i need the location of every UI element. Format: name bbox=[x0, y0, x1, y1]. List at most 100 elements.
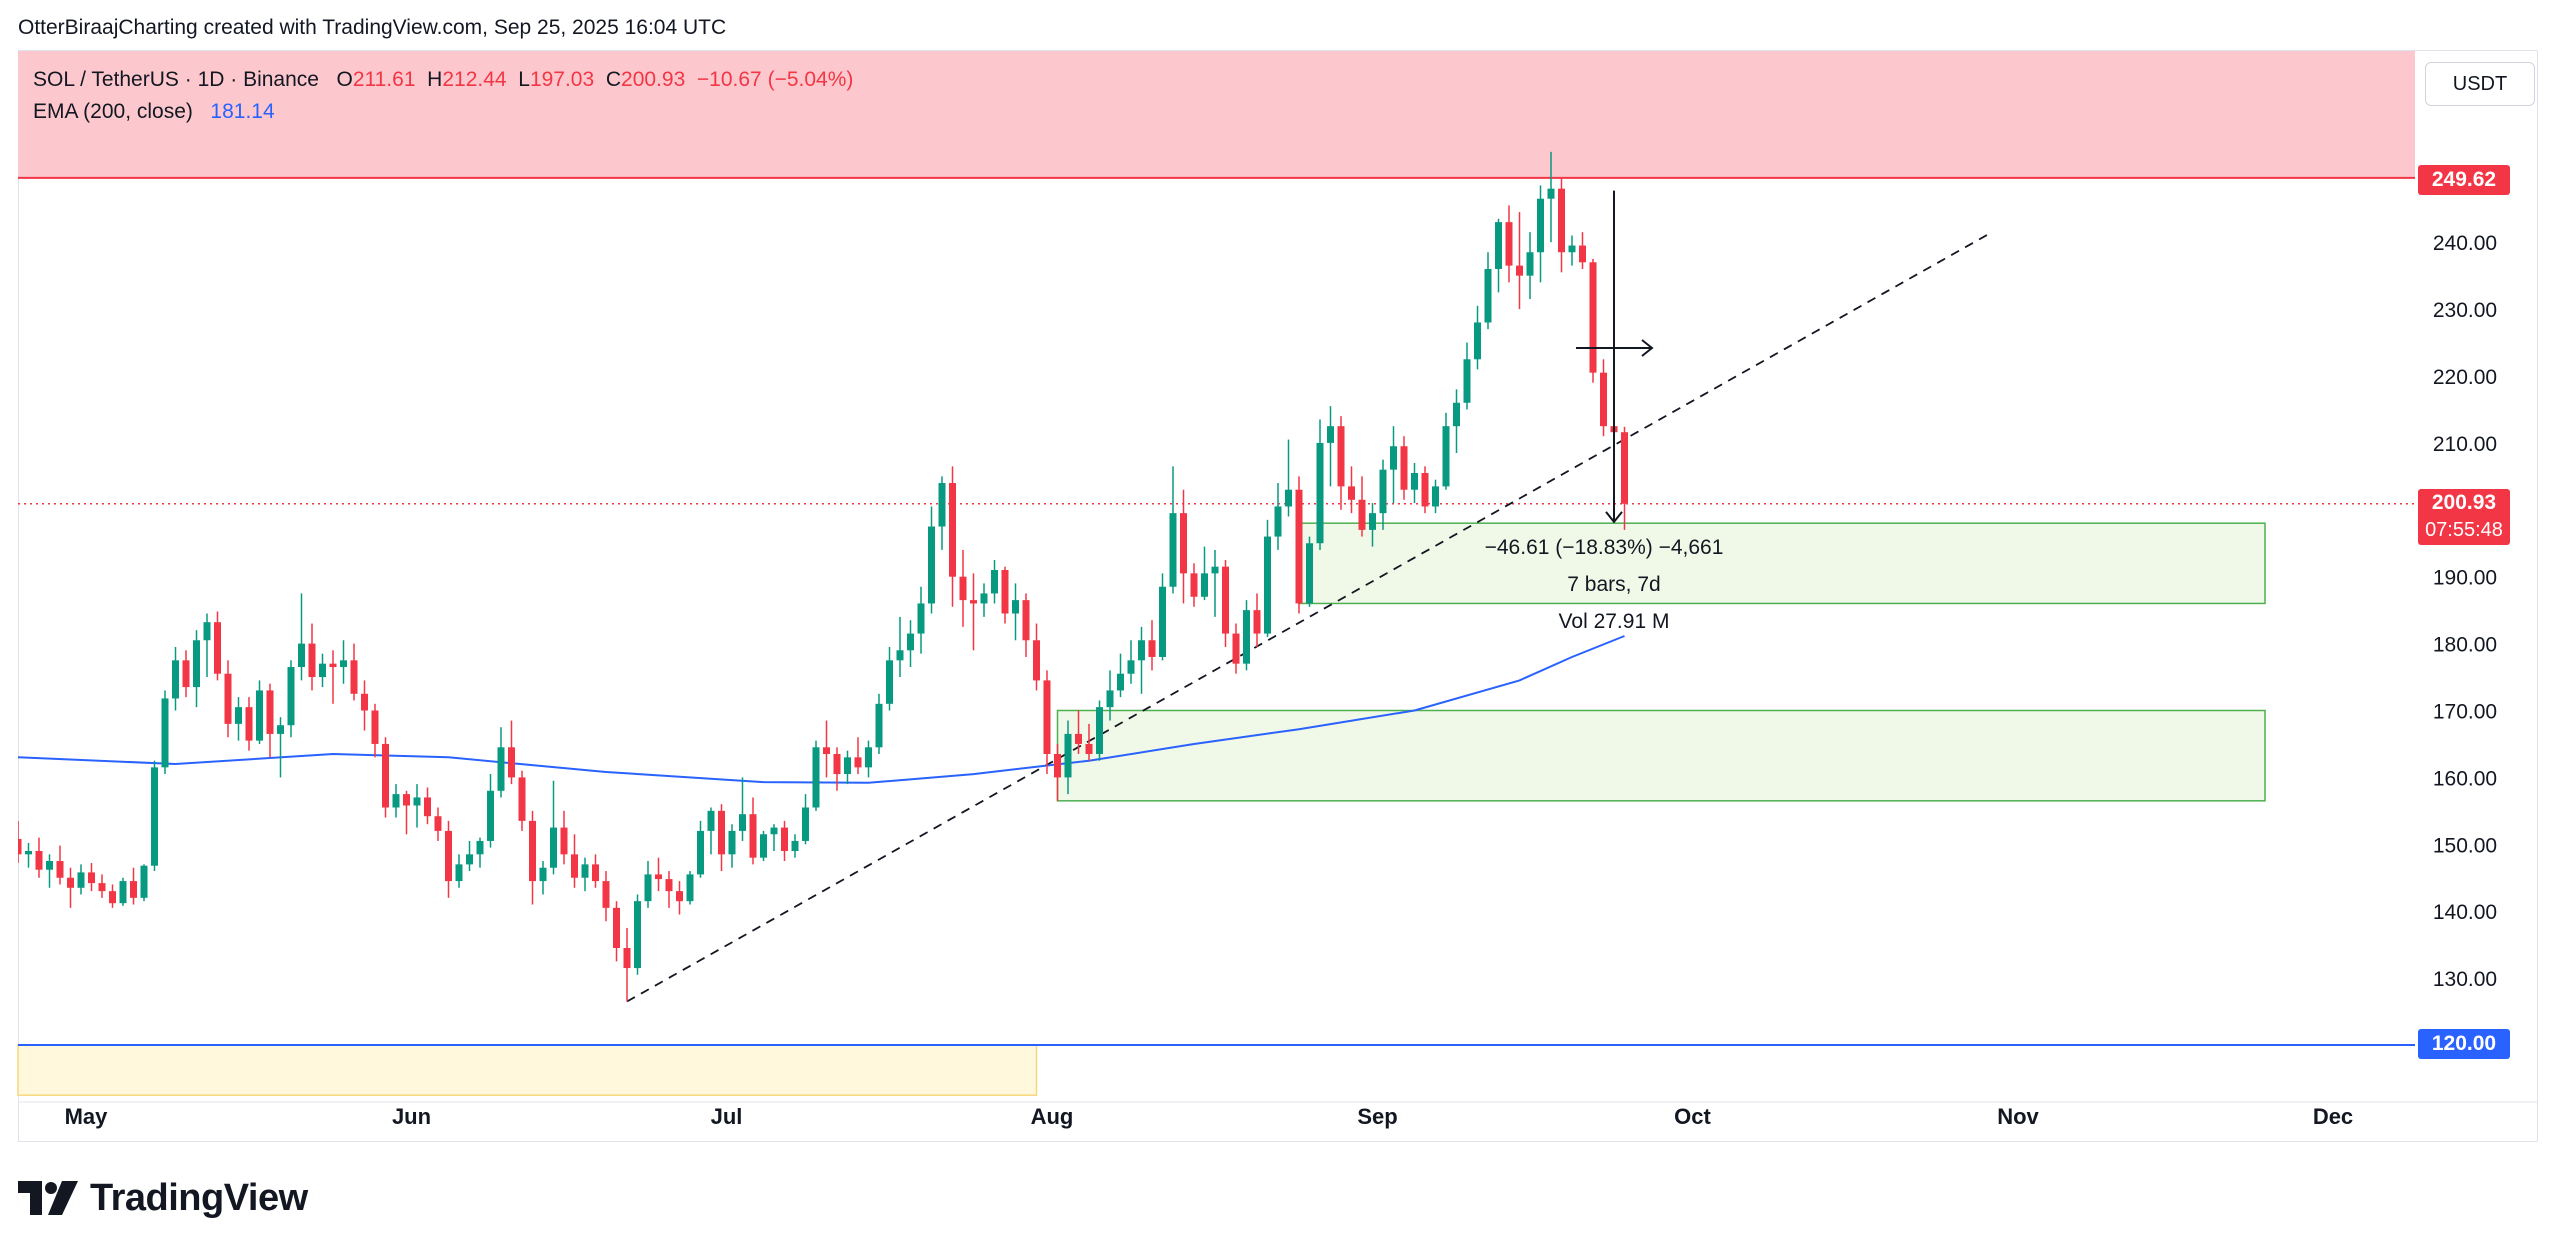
price-chart[interactable]: −46.61 (−18.83%) −4,661 7 bars, 7d Vol 27.… bbox=[0, 0, 2560, 1160]
candle-body-50 bbox=[539, 867, 547, 882]
candle-body-40 bbox=[434, 816, 442, 831]
candle-body-72 bbox=[770, 827, 778, 835]
candle-body-85 bbox=[907, 633, 914, 651]
legend-close-label: C bbox=[605, 68, 622, 91]
candle-body-135 bbox=[1432, 486, 1439, 507]
candle-body-86 bbox=[917, 603, 925, 634]
support-zone bbox=[17, 1044, 1038, 1096]
candle-body-131 bbox=[1390, 446, 1397, 470]
candle-body-118 bbox=[1253, 610, 1261, 634]
candle-body-46 bbox=[497, 747, 505, 791]
measure-label-bars: 7 bars, 7d bbox=[1567, 573, 1660, 596]
candle-body-107 bbox=[1138, 640, 1145, 661]
legend-high-label: H bbox=[427, 68, 443, 91]
candle-body-121 bbox=[1285, 489, 1292, 507]
candle-body-74 bbox=[791, 840, 799, 851]
candle-body-81 bbox=[865, 747, 872, 768]
candle-body-90 bbox=[959, 576, 967, 601]
legend-low: 197.03 bbox=[529, 68, 595, 91]
candle-body-66 bbox=[707, 810, 715, 831]
candle-body-143 bbox=[1516, 265, 1523, 276]
candle-body-27 bbox=[298, 643, 305, 668]
tradingview-logo[interactable]: TradingView bbox=[18, 1176, 308, 1220]
x-tick-4: Sep bbox=[1357, 1104, 1397, 1129]
measure-label-change: −46.61 (−18.83%) −4,661 bbox=[1485, 536, 1724, 559]
candle-body-84 bbox=[896, 650, 904, 661]
candle-body-111 bbox=[1180, 513, 1187, 574]
last-price-tag: 200.93 07:55:48 bbox=[2418, 489, 2510, 545]
candle-body-15 bbox=[172, 660, 179, 699]
measure-arrow-down bbox=[1605, 511, 1623, 524]
candle-body-93 bbox=[991, 570, 998, 594]
candle-body-114 bbox=[1211, 566, 1219, 574]
y-tick-0: 130.00 bbox=[2433, 968, 2497, 991]
candle-body-69 bbox=[739, 814, 746, 831]
candle-body-94 bbox=[1001, 570, 1009, 614]
candle-body-73 bbox=[781, 827, 788, 851]
candle-body-134 bbox=[1421, 473, 1429, 507]
y-tick-11: 240.00 bbox=[2433, 232, 2497, 255]
candle-body-132 bbox=[1400, 446, 1408, 490]
candle-body-153 bbox=[1621, 432, 1628, 504]
candle-body-79 bbox=[844, 757, 851, 775]
candle-body-52 bbox=[560, 827, 568, 855]
candle-body-9 bbox=[109, 891, 116, 904]
currency-button[interactable]: USDT bbox=[2425, 62, 2535, 106]
candle-body-127 bbox=[1348, 486, 1355, 500]
candle-body-106 bbox=[1127, 660, 1135, 674]
candle-body-125 bbox=[1327, 426, 1334, 443]
demand-zone-1 bbox=[1298, 522, 2266, 605]
candle-body-76 bbox=[812, 747, 820, 808]
candle-body-24 bbox=[266, 690, 274, 734]
candle-body-21 bbox=[235, 707, 242, 724]
candle-body-7 bbox=[88, 872, 95, 884]
support-price-tag: 120.00 bbox=[2418, 1029, 2510, 1059]
candle-body-149 bbox=[1579, 245, 1586, 263]
trendline bbox=[626, 231, 1993, 1003]
candle-body-10 bbox=[119, 881, 127, 904]
candle-body-18 bbox=[203, 622, 211, 641]
candle-body-95 bbox=[1012, 600, 1019, 614]
candle-body-61 bbox=[655, 874, 662, 880]
candle-body-123 bbox=[1306, 543, 1313, 604]
candle-body-12 bbox=[140, 865, 148, 898]
demand-zone-2 bbox=[1056, 709, 2266, 802]
y-tick-5: 180.00 bbox=[2433, 634, 2497, 657]
legend-open-label: O bbox=[336, 68, 353, 91]
x-tick-0: May bbox=[65, 1104, 109, 1129]
candle-body-68 bbox=[728, 830, 736, 855]
candle-body-100 bbox=[1064, 733, 1072, 778]
x-tick-5: Oct bbox=[1674, 1104, 1711, 1129]
candle-body-75 bbox=[802, 807, 809, 841]
candle-body-54 bbox=[581, 864, 589, 878]
candle-body-28 bbox=[308, 643, 316, 678]
candle-body-82 bbox=[875, 703, 883, 748]
candle-body-146 bbox=[1547, 188, 1555, 199]
candle-body-48 bbox=[518, 777, 526, 821]
legend-high: 212.44 bbox=[442, 68, 507, 91]
candle-body-42 bbox=[455, 864, 463, 882]
candle-body-138 bbox=[1463, 359, 1471, 403]
candle-body-57 bbox=[613, 907, 620, 948]
candle-body-37 bbox=[403, 794, 410, 806]
candle-body-51 bbox=[550, 827, 557, 868]
candle-body-33 bbox=[361, 693, 368, 711]
resistance-price-tag: 249.62 bbox=[2418, 165, 2510, 195]
legend-close: 200.93 bbox=[621, 68, 686, 91]
candle-body-101 bbox=[1075, 733, 1082, 744]
chart-frame[interactable] bbox=[18, 50, 2538, 1142]
candle-body-133 bbox=[1411, 473, 1418, 490]
candle-body-38 bbox=[413, 797, 421, 806]
candle-body-130 bbox=[1379, 469, 1387, 514]
candle-body-141 bbox=[1495, 222, 1502, 269]
candle-body-43 bbox=[466, 854, 473, 865]
candle-body-19 bbox=[214, 622, 221, 674]
candle-body-137 bbox=[1453, 402, 1460, 427]
tradingview-wordmark: TradingView bbox=[90, 1176, 308, 1219]
x-tick-1: Jun bbox=[392, 1104, 431, 1129]
candle-body-122 bbox=[1295, 489, 1303, 604]
tradingview-logo-icon bbox=[18, 1181, 78, 1215]
candle-body-145 bbox=[1537, 198, 1544, 253]
y-tick-9: 220.00 bbox=[2433, 366, 2497, 389]
candle-body-59 bbox=[634, 901, 641, 969]
